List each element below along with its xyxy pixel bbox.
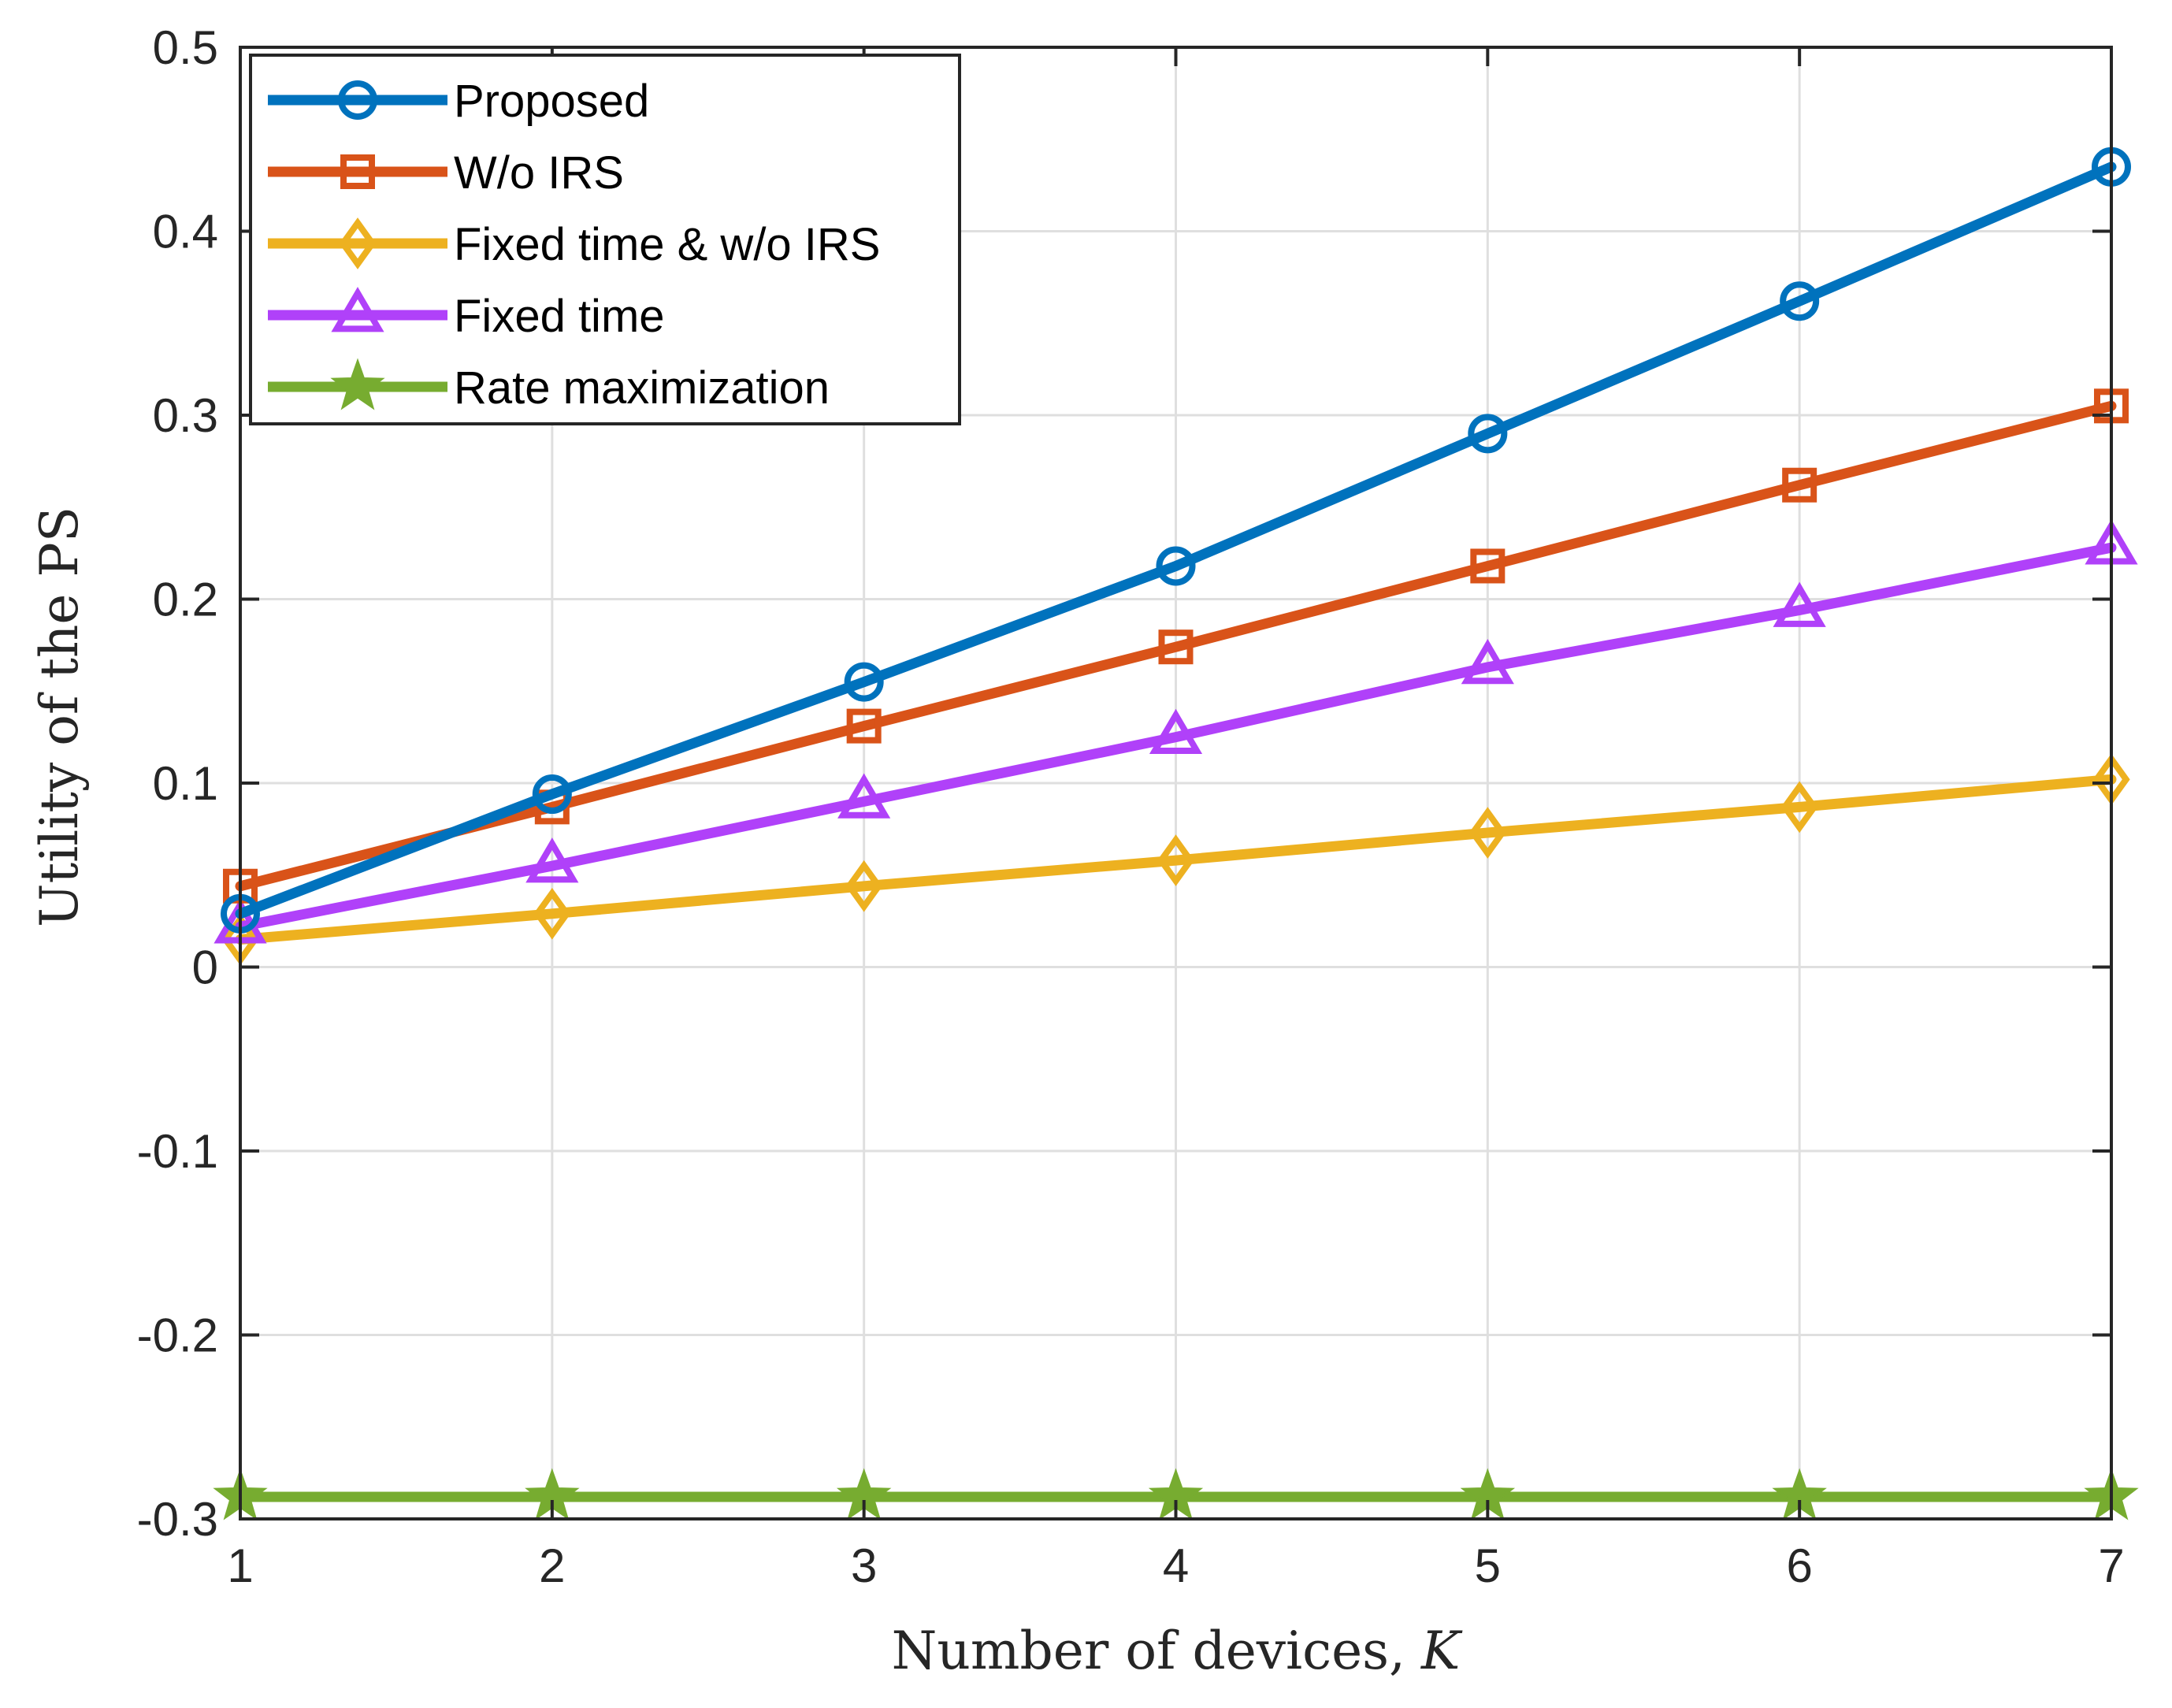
data-point xyxy=(1461,638,1514,685)
series-fixed-time-w-o-irs xyxy=(221,753,2130,966)
series-proposed xyxy=(221,147,2131,934)
data-point xyxy=(1158,629,1194,665)
x-axis-label-variable: K xyxy=(1420,1621,1463,1681)
y-tick-label: 0.3 xyxy=(153,389,218,442)
legend-label: Fixed time & w/o IRS xyxy=(454,219,880,270)
y-tick-label: 0.2 xyxy=(153,574,218,626)
legend-marker xyxy=(338,80,377,120)
legend: Proposed W/o IRS Fixed time & w/o IRS Fixed… xyxy=(249,54,961,425)
x-tick-label: 3 xyxy=(851,1539,877,1592)
legend-item: Rate maximization xyxy=(268,358,830,414)
x-tick-label: 5 xyxy=(1475,1539,1501,1592)
y-tick-label: 0.5 xyxy=(153,21,218,74)
legend-label: Rate maximization xyxy=(454,362,830,414)
legend-marker xyxy=(339,217,377,269)
y-tick-label: 0.4 xyxy=(153,206,218,258)
legend-label: Proposed xyxy=(454,76,649,127)
x-tick-labels: 1 2 3 4 5 6 7 xyxy=(227,1539,2124,1592)
legend-item: Fixed time xyxy=(268,287,665,342)
x-tick-label: 2 xyxy=(539,1539,565,1592)
data-point xyxy=(1468,807,1506,859)
x-tick-label: 6 xyxy=(1786,1539,1812,1592)
x-axis-label-text: Number of devices, xyxy=(892,1621,1405,1681)
legend-label: W/o IRS xyxy=(454,147,624,199)
data-point xyxy=(1780,281,1820,321)
x-tick-label: 7 xyxy=(2098,1539,2124,1592)
data-point xyxy=(533,887,571,940)
y-tick-label: 0 xyxy=(192,941,218,994)
legend-marker xyxy=(330,358,385,410)
legend-marker xyxy=(340,154,375,189)
data-point xyxy=(844,662,884,702)
x-tick-label: 1 xyxy=(227,1539,253,1592)
data-point xyxy=(525,837,579,883)
y-tick-label: -0.3 xyxy=(137,1493,218,1546)
series-line xyxy=(235,774,2117,945)
legend-item: W/o IRS xyxy=(268,147,624,199)
legend-marker xyxy=(331,287,384,332)
data-point xyxy=(1773,581,1826,627)
series-line xyxy=(235,162,2117,919)
y-axis-label: Utility of the PS xyxy=(29,507,90,927)
data-point xyxy=(1468,414,1508,454)
y-tick-labels: -0.3 -0.2 -0.1 0 0.1 0.2 0.3 0.4 0.5 xyxy=(137,21,218,1546)
data-point xyxy=(1782,467,1817,503)
data-point xyxy=(532,774,572,815)
y-tick-label: -0.2 xyxy=(137,1309,218,1362)
y-tick-label: 0.1 xyxy=(153,757,218,810)
series-line xyxy=(235,400,2117,892)
x-tick-label: 4 xyxy=(1163,1539,1189,1592)
data-point xyxy=(1470,548,1506,584)
data-point xyxy=(845,860,883,912)
y-tick-label: -0.1 xyxy=(137,1125,218,1178)
x-axis-label: Number of devices, K xyxy=(892,1621,1463,1681)
data-point xyxy=(837,773,891,819)
legend-item: Fixed time & w/o IRS xyxy=(268,217,880,270)
series-line xyxy=(235,542,2117,932)
data-point xyxy=(1156,546,1196,586)
data-point xyxy=(846,708,882,744)
legend-label: Fixed time xyxy=(454,291,665,342)
axis-ticks xyxy=(239,46,2113,1520)
data-point xyxy=(1157,834,1195,886)
data-point xyxy=(1149,708,1203,754)
data-point xyxy=(1780,781,1818,834)
legend-item: Proposed xyxy=(268,76,649,127)
